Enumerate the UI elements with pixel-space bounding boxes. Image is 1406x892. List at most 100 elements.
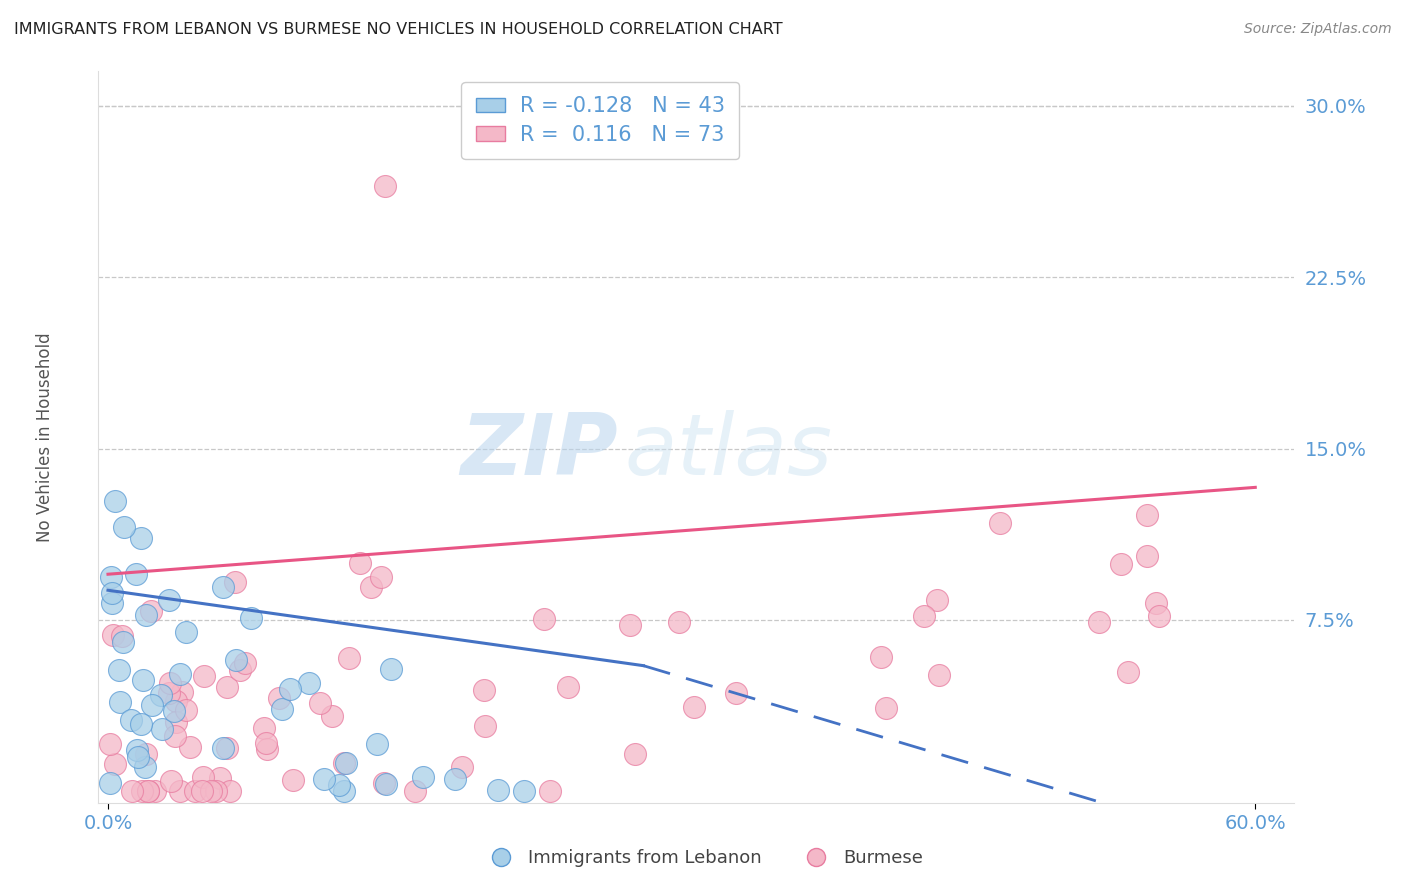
- Point: [165, 693, 187, 707]
- Point: [127, 750, 149, 764]
- Point: [218, 784, 240, 798]
- Point: [205, 784, 228, 798]
- Point: [141, 698, 163, 713]
- Point: [135, 607, 157, 622]
- Point: [108, 663, 131, 677]
- Point: [1144, 596, 1167, 610]
- Point: [174, 624, 197, 639]
- Point: [337, 651, 360, 665]
- Point: [183, 784, 205, 798]
- Point: [100, 569, 122, 583]
- Point: [1116, 665, 1139, 679]
- Point: [110, 695, 132, 709]
- Point: [224, 574, 246, 589]
- Point: [927, 592, 949, 607]
- Point: [143, 784, 166, 798]
- Point: [191, 770, 214, 784]
- Point: [190, 784, 212, 798]
- Point: [101, 628, 124, 642]
- Point: [254, 736, 277, 750]
- Point: [380, 662, 402, 676]
- Point: [281, 772, 304, 787]
- Point: [132, 673, 155, 688]
- Point: [474, 683, 496, 698]
- Point: [112, 519, 135, 533]
- Point: [682, 699, 704, 714]
- Point: [253, 721, 276, 735]
- Point: [256, 742, 278, 756]
- Point: [111, 635, 134, 649]
- Point: [217, 680, 239, 694]
- Point: [513, 784, 536, 798]
- Point: [623, 747, 645, 761]
- Point: [193, 669, 215, 683]
- Point: [374, 178, 396, 193]
- Text: No Vehicles in Household: No Vehicles in Household: [35, 332, 53, 542]
- Point: [165, 715, 187, 730]
- Point: [179, 739, 201, 754]
- Point: [538, 784, 561, 798]
- Point: [280, 681, 302, 696]
- Point: [136, 784, 159, 798]
- Point: [200, 784, 222, 798]
- Point: [174, 703, 197, 717]
- Point: [328, 778, 350, 792]
- Point: [233, 656, 256, 670]
- Point: [619, 618, 641, 632]
- Point: [169, 666, 191, 681]
- Point: [412, 770, 434, 784]
- Point: [1147, 608, 1170, 623]
- Point: [125, 743, 148, 757]
- Text: ZIP: ZIP: [461, 410, 619, 493]
- Point: [169, 784, 191, 798]
- Point: [124, 567, 146, 582]
- Point: [870, 650, 893, 665]
- Point: [225, 653, 247, 667]
- Point: [405, 784, 427, 798]
- Point: [100, 586, 122, 600]
- Point: [100, 596, 122, 610]
- Point: [1136, 508, 1159, 522]
- Point: [914, 609, 936, 624]
- Point: [240, 611, 263, 625]
- Text: IMMIGRANTS FROM LEBANON VS BURMESE NO VEHICLES IN HOUSEHOLD CORRELATION CHART: IMMIGRANTS FROM LEBANON VS BURMESE NO VE…: [14, 22, 783, 37]
- Point: [474, 719, 496, 733]
- Point: [373, 776, 395, 790]
- Point: [134, 760, 156, 774]
- Point: [1109, 557, 1132, 571]
- Point: [150, 723, 173, 737]
- Point: [160, 774, 183, 789]
- Point: [131, 784, 153, 798]
- Point: [332, 784, 354, 798]
- Point: [725, 686, 748, 700]
- Point: [928, 667, 950, 681]
- Point: [98, 737, 121, 751]
- Point: [269, 691, 291, 706]
- Text: atlas: atlas: [624, 410, 832, 493]
- Point: [157, 686, 180, 700]
- Legend: Immigrants from Lebanon, Burmese: Immigrants from Lebanon, Burmese: [475, 842, 931, 874]
- Point: [360, 580, 382, 594]
- Point: [375, 777, 398, 791]
- Point: [335, 756, 357, 770]
- Point: [172, 685, 194, 699]
- Point: [163, 704, 186, 718]
- Point: [557, 680, 579, 694]
- Point: [121, 784, 143, 798]
- Point: [229, 663, 252, 677]
- Point: [149, 688, 172, 702]
- Point: [333, 756, 356, 770]
- Point: [533, 612, 555, 626]
- Point: [141, 604, 163, 618]
- Point: [211, 740, 233, 755]
- Point: [312, 772, 335, 786]
- Point: [212, 580, 235, 594]
- Point: [215, 740, 238, 755]
- Point: [159, 676, 181, 690]
- Point: [444, 772, 467, 787]
- Point: [104, 756, 127, 771]
- Point: [309, 697, 332, 711]
- Point: [321, 709, 343, 723]
- Point: [875, 700, 897, 714]
- Point: [1088, 615, 1111, 630]
